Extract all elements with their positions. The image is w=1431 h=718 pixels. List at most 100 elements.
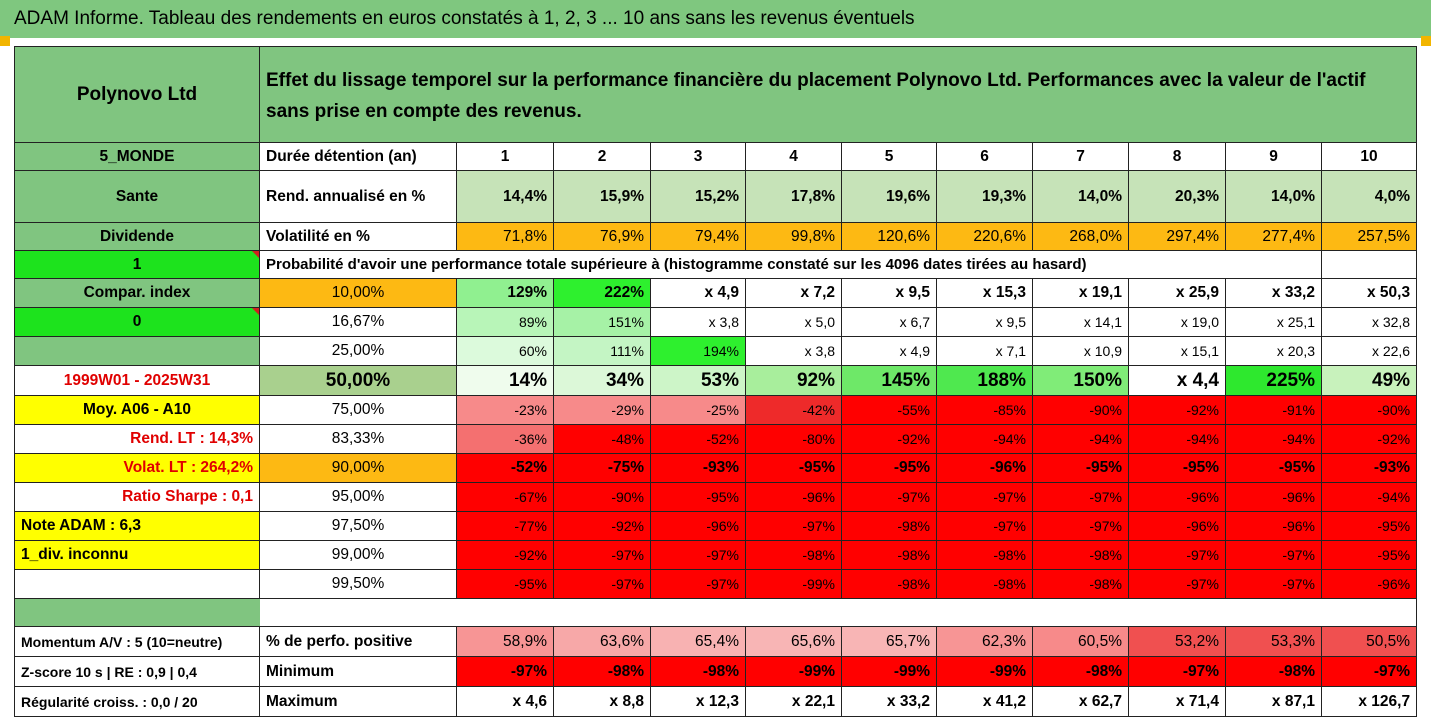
quantile-cell: -95% — [841, 453, 937, 483]
quantile-cell: -95% — [456, 569, 554, 599]
year-header: 8 — [1128, 142, 1226, 171]
volatility-cell: 257,5% — [1320, 222, 1418, 251]
year-header: 9 — [1225, 142, 1322, 171]
quantile-cell: x 19,1 — [1032, 278, 1129, 308]
quantile-cell: x 3,8 — [745, 336, 842, 366]
year-header: 1 — [456, 142, 554, 171]
minimum-label: Minimum — [259, 656, 457, 687]
compar-index-label: Compar. index — [14, 278, 260, 308]
quantile-cell: -97% — [650, 569, 746, 599]
quantile-cell: x 10,9 — [1032, 336, 1129, 366]
maximum-label: Maximum — [259, 686, 457, 717]
quantile-cell: -90% — [1320, 395, 1418, 425]
quantile-cell: x 4,9 — [841, 336, 937, 366]
quantile-cell: -96% — [1128, 482, 1226, 512]
quantile-cell: -96% — [1320, 569, 1418, 599]
region-label: 5_MONDE — [14, 142, 260, 171]
quantile-cell: -97% — [1225, 569, 1322, 599]
positive-perf-cell: 65,6% — [745, 626, 842, 657]
quantile-label: 95,00% — [259, 482, 457, 512]
maximum-cell: x 126,7 — [1320, 686, 1418, 717]
quantile-cell: -98% — [841, 511, 937, 541]
positive-perf-cell: 58,9% — [456, 626, 554, 657]
maximum-cell: x 62,7 — [1032, 686, 1129, 717]
volatility-cell: 277,4% — [1225, 222, 1322, 251]
quantile-cell: 150% — [1032, 365, 1129, 396]
quantile-label: 83,33% — [259, 424, 457, 454]
sector-label: Sante — [14, 170, 260, 223]
quantile-cell: -91% — [1225, 395, 1322, 425]
quantile-cell: -36% — [456, 424, 554, 454]
quantile-cell: 92% — [745, 365, 842, 396]
quantile-cell: x 19,0 — [1128, 307, 1226, 337]
quantile-cell: -52% — [650, 424, 746, 454]
minimum-cell: -98% — [650, 656, 746, 687]
quantile-cell: x 25,9 — [1128, 278, 1226, 308]
annualized-return-cell: 19,6% — [841, 170, 937, 223]
dividend-label: Dividende — [14, 222, 260, 251]
long-term-return: Rend. LT : 14,3% — [14, 424, 260, 454]
quantile-cell: -96% — [1225, 511, 1322, 541]
quantile-cell: x 15,3 — [936, 278, 1033, 308]
annualized-return-cell: 15,2% — [650, 170, 746, 223]
volatility-cell: 79,4% — [650, 222, 746, 251]
quantile-cell: 129% — [456, 278, 554, 308]
positive-perf-cell: 63,6% — [553, 626, 651, 657]
annualized-return-cell: 19,3% — [936, 170, 1033, 223]
blank-green-cell — [14, 336, 260, 366]
quantile-cell: x 4,9 — [650, 278, 746, 308]
minimum-cell: -98% — [1225, 656, 1322, 687]
volatility-cell: 268,0% — [1032, 222, 1129, 251]
quantile-label: 99,00% — [259, 540, 457, 570]
quantile-cell: -92% — [1128, 395, 1226, 425]
annualized-return-cell: 14,0% — [1032, 170, 1129, 223]
quantile-label: 16,67% — [259, 307, 457, 337]
corner-marker-right — [1421, 36, 1431, 46]
maximum-cell: x 4,6 — [456, 686, 554, 717]
quantile-cell: x 25,1 — [1225, 307, 1322, 337]
quantile-cell: 34% — [553, 365, 651, 396]
period-label: 1999W01 - 2025W31 — [14, 365, 260, 396]
quantile-cell: -94% — [936, 424, 1033, 454]
positive-perf-cell: 53,3% — [1225, 626, 1322, 657]
probability-caption: Probabilité d'avoir une performance tota… — [259, 250, 1322, 279]
positive-perf-cell: 53,2% — [1128, 626, 1226, 657]
year-header: 3 — [650, 142, 746, 171]
zscore-info: Z-score 10 s | RE : 0,9 | 0,4 — [14, 656, 260, 687]
quantile-cell: -92% — [841, 424, 937, 454]
volatility-cell: 71,8% — [456, 222, 554, 251]
quantile-label: 25,00% — [259, 336, 457, 366]
quantile-cell: -67% — [456, 482, 554, 512]
sharpe-ratio: Ratio Sharpe : 0,1 — [14, 482, 260, 512]
quantile-cell: -96% — [650, 511, 746, 541]
compar-index-value: 0 — [14, 307, 260, 337]
quantile-cell: -97% — [650, 540, 746, 570]
quantile-cell: x 3,8 — [650, 307, 746, 337]
adam-note: Note ADAM : 6,3 — [14, 511, 260, 541]
quantile-cell: -98% — [841, 540, 937, 570]
quantile-cell: -29% — [553, 395, 651, 425]
year-header: 6 — [936, 142, 1033, 171]
quantile-label: 75,00% — [259, 395, 457, 425]
quantile-cell: -95% — [1320, 511, 1418, 541]
quantile-label: 50,00% — [259, 365, 457, 396]
quantile-cell: -99% — [745, 569, 842, 599]
quantile-cell: -42% — [745, 395, 842, 425]
quantile-label: 90,00% — [259, 453, 457, 483]
quantile-cell: -55% — [841, 395, 937, 425]
annualized-return-cell: 20,3% — [1128, 170, 1226, 223]
quantile-cell: -52% — [456, 453, 554, 483]
quantile-cell: x 5,0 — [745, 307, 842, 337]
quantile-label: 99,50% — [259, 569, 457, 599]
quantile-cell: 145% — [841, 365, 937, 396]
quantile-cell: x 6,7 — [841, 307, 937, 337]
returns-table: Polynovo Ltd Effet du lissage temporel su… — [14, 46, 1418, 717]
quantile-cell: -92% — [553, 511, 651, 541]
quantile-cell: -93% — [650, 453, 746, 483]
annualized-return-cell: 14,4% — [456, 170, 554, 223]
year-header: 2 — [553, 142, 651, 171]
quantile-cell: -98% — [1032, 540, 1129, 570]
table-description: Effet du lissage temporel sur la perform… — [258, 46, 1418, 143]
quantile-cell: x 22,6 — [1320, 336, 1418, 366]
quantile-cell: -97% — [936, 511, 1033, 541]
